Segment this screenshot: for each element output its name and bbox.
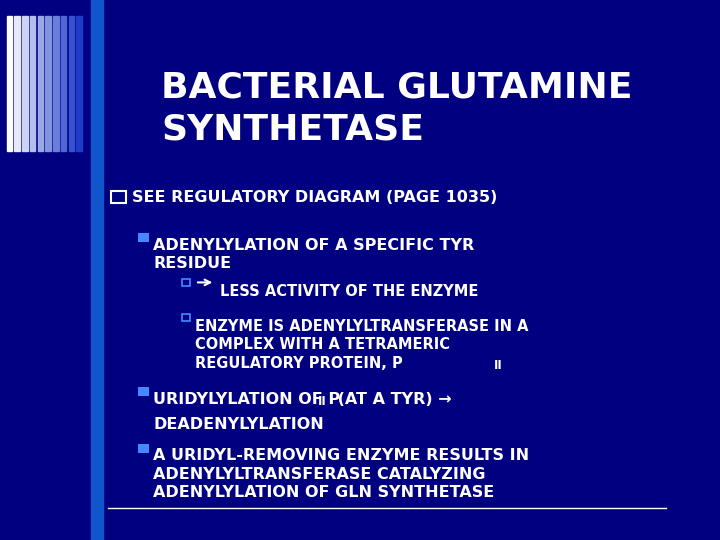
Bar (181, 314, 190, 321)
Bar (76, 16, 82, 151)
Bar (22, 16, 27, 151)
Text: (AT A TYR) →: (AT A TYR) → (332, 392, 451, 407)
Text: ENZYME IS ADENYLYLTRANSFERASE IN A
COMPLEX WITH A TETRAMERIC
REGULATORY PROTEIN,: ENZYME IS ADENYLYLTRANSFERASE IN A COMPL… (195, 319, 528, 371)
Text: ADENYLYLATION OF A SPECIFIC TYR
RESIDUE: ADENYLYLATION OF A SPECIFIC TYR RESIDUE (153, 238, 474, 271)
Text: A URIDYL-REMOVING ENZYME RESULTS IN
ADENYLYLTRANSFERASE CATALYZING
ADENYLYLATION: A URIDYL-REMOVING ENZYME RESULTS IN ADEN… (153, 448, 529, 501)
Text: SEE REGULATORY DIAGRAM (PAGE 1035): SEE REGULATORY DIAGRAM (PAGE 1035) (132, 190, 498, 205)
Bar (30, 16, 35, 151)
Bar (61, 16, 66, 151)
Text: BACTERIAL GLUTAMINE
SYNTHETASE: BACTERIAL GLUTAMINE SYNTHETASE (161, 70, 633, 146)
Bar (53, 16, 58, 151)
Bar (68, 16, 74, 151)
Bar (14, 16, 20, 151)
Text: II: II (495, 359, 503, 372)
Text: DEADENYLYLATION: DEADENYLYLATION (153, 417, 324, 433)
Bar (6, 16, 12, 151)
Bar (111, 191, 126, 203)
Bar (91, 0, 103, 540)
Text: URIDYLYLATION OF P: URIDYLYLATION OF P (153, 392, 341, 407)
Bar (138, 233, 148, 242)
Text: II: II (318, 395, 327, 408)
Bar (45, 16, 51, 151)
Bar (138, 444, 148, 453)
Bar (37, 16, 43, 151)
Text: LESS ACTIVITY OF THE ENZYME: LESS ACTIVITY OF THE ENZYME (220, 284, 478, 299)
Bar (181, 279, 190, 286)
Bar (138, 387, 148, 396)
